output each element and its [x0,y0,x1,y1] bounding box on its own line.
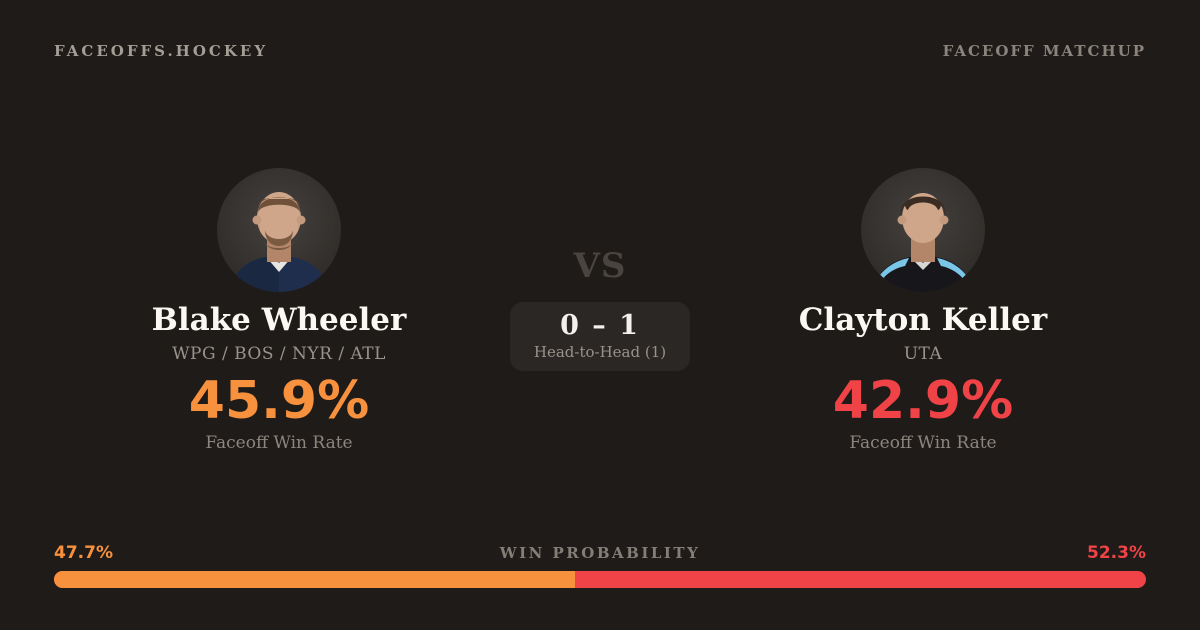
header: FACEOFFS.HOCKEY FACEOFF MATCHUP [54,42,1146,60]
win-probability-bar-left-segment [54,571,575,588]
player-left-column: Blake Wheeler WPG / BOS / NYR / ATL 45.9… [109,168,449,453]
player-left-headshot-avatar [217,168,341,292]
player-right-winrate-value: 42.9% [832,371,1014,432]
win-probability-right-value: 52.3% [1087,543,1146,563]
player-left-teams: WPG / BOS / NYR / ATL [172,344,386,365]
player-right-headshot-avatar [861,168,985,292]
player-left-name: Blake Wheeler [151,302,407,338]
win-probability-labels: 47.7% WIN PROBABILITY 52.3% [54,543,1146,563]
win-probability-title: WIN PROBABILITY [499,544,701,562]
clayton-keller-headshot-illustration [875,193,971,292]
player-left-winrate-label: Faceoff Win Rate [205,432,353,453]
win-probability-left-value: 47.7% [54,543,113,563]
center-column: VS 0 – 1 Head-to-Head (1) [440,249,760,371]
win-probability-bar [54,571,1146,588]
head-to-head-box: 0 – 1 Head-to-Head (1) [509,302,691,371]
player-right-column: Clayton Keller UTA 42.9% Faceoff Win Rat… [753,168,1093,453]
head-to-head-label: Head-to-Head (1) [533,342,667,361]
page-label: FACEOFF MATCHUP [942,42,1146,60]
player-right-name: Clayton Keller [798,302,1048,338]
blake-wheeler-headshot-illustration [231,192,327,292]
player-right-winrate-label: Faceoff Win Rate [849,432,997,453]
player-left-winrate-value: 45.9% [188,371,370,432]
vs-label: VS [573,246,627,286]
player-right-teams: UTA [903,344,943,365]
head-to-head-score: 0 – 1 [560,310,640,341]
brand-wordmark: FACEOFFS.HOCKEY [54,42,269,60]
